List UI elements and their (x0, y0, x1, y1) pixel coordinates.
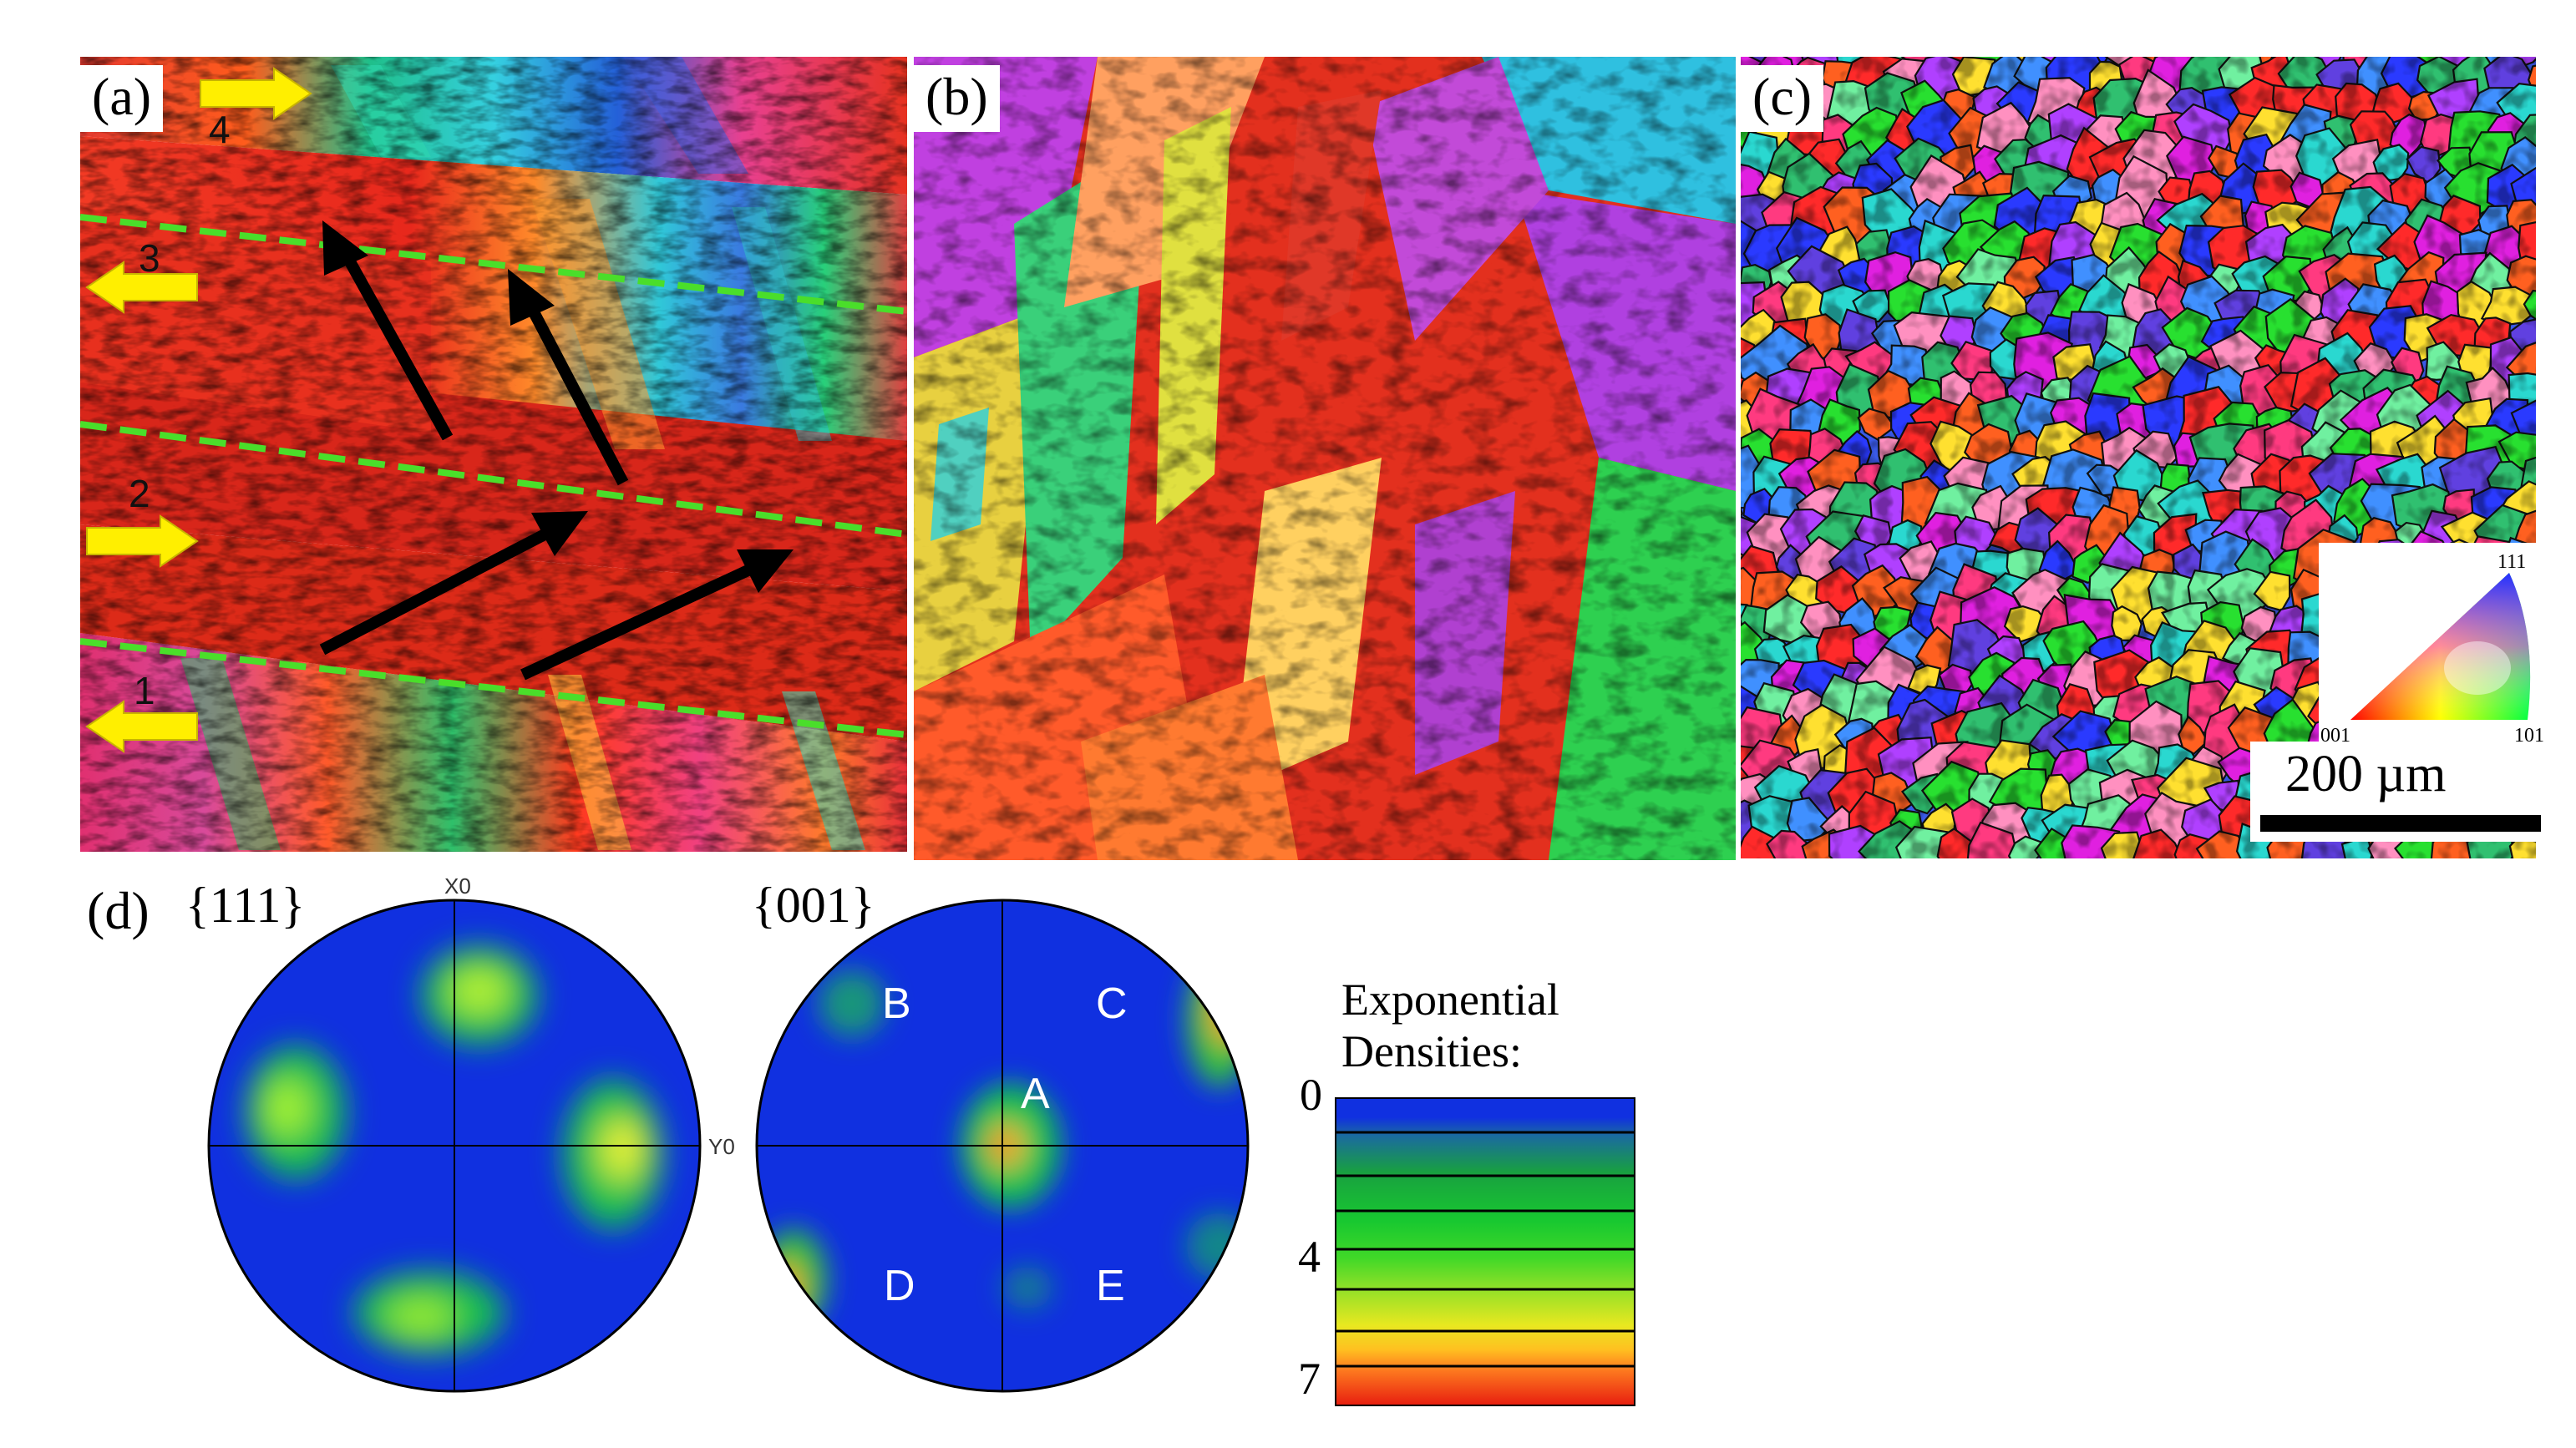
density-tick-0: 0 (1300, 1070, 1322, 1120)
density-color-bar (1335, 1097, 1635, 1406)
density-tick-7: 7 (1298, 1354, 1321, 1404)
pole-figure-111-title: {111} (185, 878, 306, 933)
panel-c-ebsd-map (1741, 57, 2536, 858)
panel-a-label: (a) (80, 65, 164, 132)
density-legend-title-line2: Densities: (1341, 1026, 1522, 1076)
panel-d-label: (d) (87, 881, 150, 940)
density-tick-4: 4 (1298, 1232, 1321, 1282)
pole-label-d: D (884, 1262, 915, 1310)
panel-c-label: (c) (1741, 65, 1824, 132)
scale-bar-label: 200 µm (2285, 746, 2447, 802)
layer-number-4: 4 (209, 108, 231, 151)
pole-label-c: C (1096, 980, 1128, 1028)
density-legend-title-line1: Exponential (1341, 975, 1559, 1025)
panel-a-ebsd-map (80, 57, 907, 852)
scale-bar (2260, 815, 2541, 832)
yellow-arrow-layer1-icon (85, 700, 198, 753)
panel-b-label: (b) (914, 65, 1000, 132)
pole-figure-111 (207, 899, 702, 1393)
density-legend-title: Exponential Densities: (1341, 974, 1559, 1077)
pole-figure-001 (755, 899, 1250, 1393)
pole-label-a: A (1021, 1070, 1050, 1118)
pole-figure-axis-x0: X0 (444, 873, 471, 899)
yellow-arrow-layer3-icon (85, 261, 198, 314)
pole-figure-001-title: {001} (752, 878, 875, 933)
panel-b-ebsd-map (914, 57, 1736, 860)
layer-number-2: 2 (129, 472, 150, 515)
ipf-key (2319, 543, 2553, 760)
yellow-arrow-layer4-icon (200, 67, 312, 120)
yellow-arrow-layer2-icon (86, 514, 199, 568)
pole-label-e: E (1096, 1262, 1125, 1310)
layer-number-1: 1 (134, 669, 155, 712)
ipf-label-111: 111 (2497, 551, 2527, 573)
pole-label-b: B (882, 980, 911, 1028)
layer-number-3: 3 (139, 236, 160, 280)
pole-figure-axis-y0: Y0 (708, 1134, 735, 1159)
